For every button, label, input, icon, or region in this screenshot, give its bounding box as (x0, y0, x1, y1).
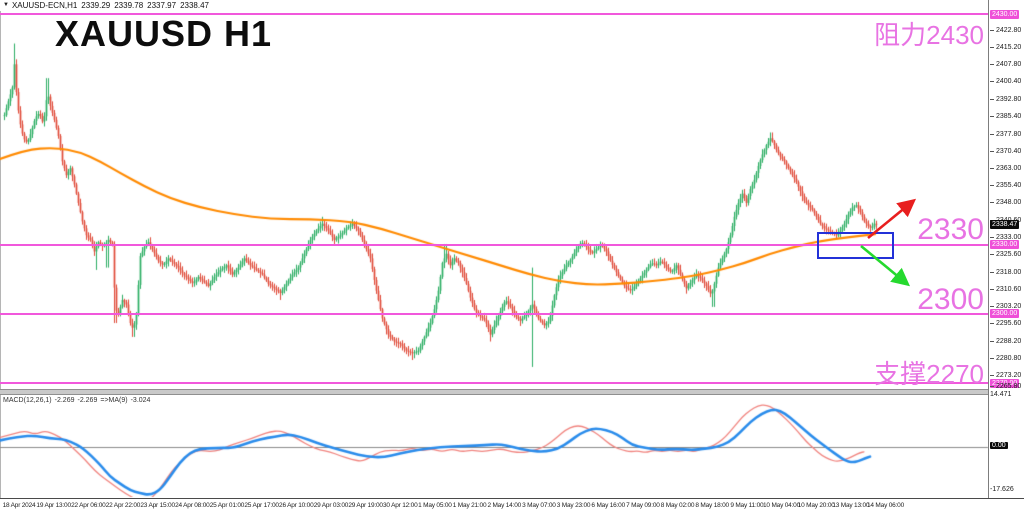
time-tick-label: 19 Apr 13:00 (36, 502, 71, 509)
ohlc-high: 2339.78 (114, 1, 144, 10)
price-axis-separator (988, 0, 989, 498)
price-tick-label: 2400.40 (989, 78, 1022, 86)
price-tick-label: 2363.00 (989, 164, 1022, 172)
time-tick-label: 13 May 13:00 (832, 502, 870, 509)
level-2330-annotation[interactable]: 2330 (917, 213, 984, 246)
time-tick-label: 29 Apr 03:00 (313, 502, 349, 509)
time-tick-label: 18 Apr 2024 (2, 502, 36, 509)
symbol-dropdown-icon[interactable]: ▼ (3, 2, 9, 8)
price-tick-label: 2265.80 (989, 382, 1022, 390)
price-tick-label: 2333.00 (989, 234, 1022, 242)
time-tick-label: 25 Apr 17:00 (244, 502, 279, 509)
macd-scale-min: -17.626 (990, 486, 1014, 493)
price-tick-label: 2385.40 (989, 113, 1022, 121)
price-tick-label: 2325.60 (989, 251, 1022, 259)
price-tick-label: 2318.00 (989, 268, 1022, 276)
price-tick-label: 2303.20 (989, 302, 1022, 310)
time-tick-label: 14 May 06:00 (867, 502, 904, 509)
price-tick-label: 2273.20 (989, 372, 1022, 380)
price-level-tag: 2330.00 (990, 240, 1020, 249)
last-price-tag: 2338.47 (990, 220, 1020, 230)
macd-value-2: -2.269 (77, 397, 98, 404)
resistance-line-2430[interactable] (0, 12, 988, 15)
symbol-label: XAUUSD-ECN,H1 (11, 1, 78, 10)
time-tick-label: 23 Apr 15:00 (140, 502, 175, 509)
price-tick-label: 2355.40 (989, 182, 1022, 190)
macd-scale-max: 14.471 (990, 391, 1012, 398)
time-tick-label: 6 May 16:00 (591, 502, 626, 509)
resistance-annotation[interactable]: 阻力2430 (874, 20, 984, 50)
time-tick-label: 8 May 02:00 (660, 502, 695, 509)
time-tick-label: 10 May 04:00 (763, 502, 801, 509)
time-tick-label: 25 Apr 01:00 (209, 502, 245, 509)
time-tick-label: 24 Apr 08:00 (175, 502, 210, 509)
price-tick-label: 2340.60 (989, 216, 1021, 225)
time-tick-label: 3 May 23:00 (556, 502, 591, 509)
macd-indicator-label: MACD(12,26,1) -2.269 -2.269 =>MA(9) -3.024 (3, 397, 153, 404)
time-tick-label: 10 May 20:00 (797, 502, 835, 509)
panel-separator[interactable] (0, 389, 1024, 395)
ohlc-close: 2338.47 (180, 1, 209, 10)
price-tick-label: 2392.80 (989, 95, 1022, 103)
price-tick-label: 2407.80 (989, 61, 1022, 69)
macd-signal-name: =>MA(9) (100, 397, 128, 404)
macd-zero-tag: 0.00 (990, 442, 1008, 449)
macd-name: MACD(12,26,1) (3, 397, 52, 404)
consolidation-rectangle[interactable] (817, 232, 894, 259)
price-level-tag: 2300.00 (990, 309, 1020, 319)
time-tick-label: 1 May 05:00 (418, 502, 452, 509)
ohlc-open: 2339.29 (81, 1, 111, 10)
pivot-line-2330[interactable] (0, 243, 988, 246)
time-tick-label: 8 May 18:00 (695, 502, 729, 509)
price-level-tag: 2270.00 (990, 378, 1020, 388)
bearish-arrow[interactable] (860, 244, 911, 287)
support-annotation[interactable]: 支撑2270 (874, 359, 984, 389)
time-tick-label: 9 May 11:00 (730, 502, 764, 509)
price-tick-label: 2295.60 (989, 320, 1022, 328)
symbol-info-bar: ▼ XAUUSD-ECN,H1 2339.29 2339.78 2337.97 2338.… (0, 0, 988, 11)
chart-title: XAUUSD H1 (55, 13, 273, 54)
time-tick-label: 1 May 21:00 (452, 502, 487, 509)
time-tick-label: 2 May 14:00 (487, 502, 522, 509)
price-tick-label: 2280.80 (989, 354, 1022, 362)
time-tick-label: 3 May 07:00 (522, 502, 556, 509)
macd-value-1: -2.269 (54, 397, 75, 404)
price-tick-label: 2415.20 (989, 44, 1022, 52)
support-line-2270[interactable] (0, 382, 988, 385)
price-tick-label: 2348.00 (989, 199, 1022, 207)
ohlc-low: 2337.97 (147, 1, 177, 10)
time-tick-label: 30 Apr 12:00 (383, 502, 418, 509)
time-tick-label: 22 Apr 06:00 (71, 502, 106, 509)
time-axis-separator (0, 498, 1024, 499)
time-tick-label: 22 Apr 22:00 (105, 502, 141, 509)
time-tick-label: 7 May 09:00 (626, 502, 660, 509)
price-tick-label: 2377.80 (989, 130, 1022, 138)
price-tick-label: 2288.20 (989, 337, 1022, 345)
time-tick-label: 26 Apr 10:00 (279, 502, 314, 509)
time-tick-label: 29 Apr 19:00 (348, 502, 383, 509)
price-tick-label: 2422.80 (989, 26, 1022, 34)
bullish-arrow[interactable] (867, 198, 917, 240)
price-axis: 2430.00 2422.80 2415.20 2407.80 2400.40 2392.… (989, 0, 1024, 498)
pivot-line-2300[interactable] (0, 312, 988, 315)
level-2300-annotation[interactable]: 2300 (917, 283, 984, 316)
price-tick-label: 2370.40 (989, 147, 1022, 155)
price-tick-label: 2310.60 (989, 285, 1022, 293)
time-axis: 18 Apr 2024 19 Apr 13:00 22 Apr 06:00 22 Ap… (0, 499, 1024, 515)
price-level-tag: 2430.00 (990, 9, 1020, 19)
macd-signal-value: -3.024 (130, 397, 151, 404)
